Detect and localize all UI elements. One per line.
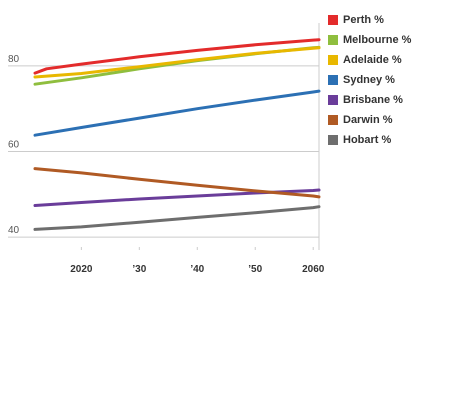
- legend-label: Brisbane %: [343, 94, 403, 106]
- legend-swatch: [328, 115, 338, 125]
- legend-label: Adelaide %: [343, 54, 402, 66]
- legend-swatch: [328, 35, 338, 45]
- legend-item-sydney: Sydney %: [328, 70, 411, 90]
- series-line-darwin: [33, 167, 321, 199]
- legend-label: Sydney %: [343, 74, 395, 86]
- axes: [80, 23, 320, 250]
- legend-item-perth: Perth %: [328, 10, 411, 30]
- x-tick-label: ’40: [190, 264, 204, 275]
- legend: Perth % Melbourne % Adelaide % Sydney % Bris…: [328, 10, 411, 150]
- x-axis-tick-labels: 2020 ’30 ’40 ’50 2060: [70, 264, 325, 275]
- series-line-sydney: [33, 89, 321, 137]
- y-tick-label: 60: [8, 139, 20, 150]
- x-tick-label: ’30: [132, 264, 146, 275]
- legend-item-adelaide: Adelaide %: [328, 50, 411, 70]
- x-tick-label: 2020: [70, 264, 93, 275]
- legend-swatch: [328, 95, 338, 105]
- legend-swatch: [328, 75, 338, 85]
- legend-label: Melbourne %: [343, 34, 412, 46]
- plot-area: [33, 38, 321, 231]
- legend-label: Hobart %: [343, 134, 392, 146]
- x-tick-label: 2060: [302, 264, 325, 275]
- series-line-brisbane: [33, 188, 321, 207]
- legend-label: Darwin %: [343, 114, 393, 126]
- legend-item-melbourne: Melbourne %: [328, 30, 411, 50]
- legend-label: Perth %: [343, 14, 384, 26]
- series-line-adelaide: [33, 46, 321, 79]
- legend-item-brisbane: Brisbane %: [328, 90, 411, 110]
- legend-item-hobart: Hobart %: [328, 130, 411, 150]
- x-tick-label: ’50: [248, 264, 262, 275]
- legend-swatch: [328, 15, 338, 25]
- legend-swatch: [328, 55, 338, 65]
- y-tick-label: 40: [8, 225, 20, 236]
- series-line-perth: [33, 38, 321, 75]
- y-axis-tick-labels: 40 60 80: [8, 54, 20, 236]
- legend-swatch: [328, 135, 338, 145]
- legend-item-darwin: Darwin %: [328, 110, 411, 130]
- y-tick-label: 80: [8, 54, 20, 65]
- series-line-hobart: [33, 205, 321, 231]
